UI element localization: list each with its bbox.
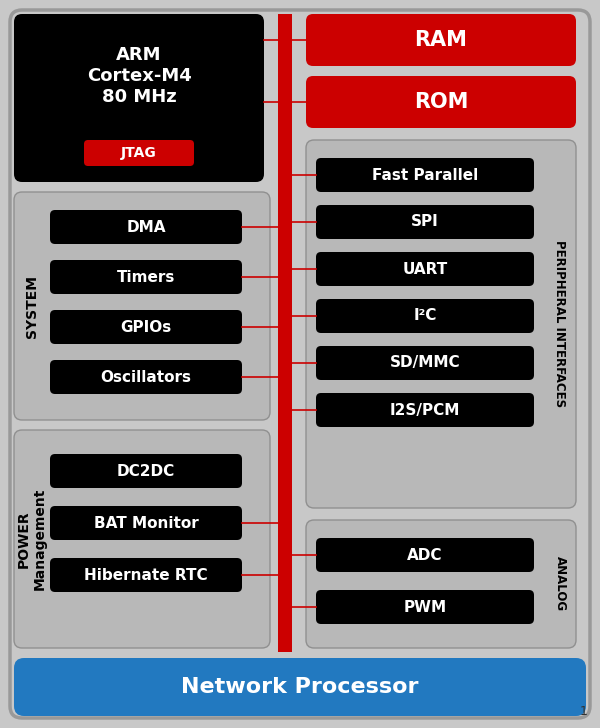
Text: DMA: DMA [126, 220, 166, 234]
FancyBboxPatch shape [306, 520, 576, 648]
FancyBboxPatch shape [316, 393, 534, 427]
FancyBboxPatch shape [306, 14, 576, 66]
Text: DC2DC: DC2DC [117, 464, 175, 478]
Text: Timers: Timers [117, 269, 175, 285]
FancyBboxPatch shape [306, 76, 576, 128]
FancyBboxPatch shape [316, 252, 534, 286]
Text: 1: 1 [580, 705, 588, 718]
FancyBboxPatch shape [14, 430, 270, 648]
Text: GPIOs: GPIOs [121, 320, 172, 334]
FancyBboxPatch shape [50, 360, 242, 394]
FancyBboxPatch shape [306, 140, 576, 508]
FancyBboxPatch shape [50, 310, 242, 344]
FancyBboxPatch shape [50, 260, 242, 294]
FancyBboxPatch shape [84, 140, 194, 166]
FancyBboxPatch shape [14, 658, 586, 716]
FancyBboxPatch shape [10, 10, 590, 718]
Text: UART: UART [403, 261, 448, 277]
FancyBboxPatch shape [316, 158, 534, 192]
Text: SPI: SPI [411, 215, 439, 229]
Text: Oscillators: Oscillators [101, 370, 191, 384]
Text: Fast Parallel: Fast Parallel [372, 167, 478, 183]
Text: ARM
Cortex-M4
80 MHz: ARM Cortex-M4 80 MHz [86, 46, 191, 106]
Text: I²C: I²C [413, 309, 437, 323]
Text: SD/MMC: SD/MMC [389, 355, 460, 371]
FancyBboxPatch shape [14, 192, 270, 420]
FancyBboxPatch shape [316, 538, 534, 572]
Text: RAM: RAM [415, 30, 467, 50]
Text: BAT Monitor: BAT Monitor [94, 515, 199, 531]
Text: SYSTEM: SYSTEM [25, 274, 39, 338]
Text: ADC: ADC [407, 547, 443, 563]
Text: JTAG: JTAG [121, 146, 157, 160]
FancyBboxPatch shape [50, 506, 242, 540]
FancyBboxPatch shape [316, 205, 534, 239]
FancyBboxPatch shape [50, 210, 242, 244]
Text: POWER
Management: POWER Management [17, 488, 47, 590]
Text: I2S/PCM: I2S/PCM [390, 403, 460, 417]
Text: ROM: ROM [414, 92, 468, 112]
Text: Hibernate RTC: Hibernate RTC [84, 568, 208, 582]
FancyBboxPatch shape [14, 14, 264, 182]
FancyBboxPatch shape [316, 346, 534, 380]
Text: PERIPHERAL INTERFACES: PERIPHERAL INTERFACES [554, 240, 566, 408]
FancyBboxPatch shape [50, 454, 242, 488]
Text: ANALOG: ANALOG [554, 556, 566, 612]
Text: Network Processor: Network Processor [181, 677, 419, 697]
FancyBboxPatch shape [50, 558, 242, 592]
Text: PWM: PWM [403, 599, 446, 614]
FancyBboxPatch shape [316, 299, 534, 333]
FancyBboxPatch shape [316, 590, 534, 624]
Bar [278, 14, 292, 652]
